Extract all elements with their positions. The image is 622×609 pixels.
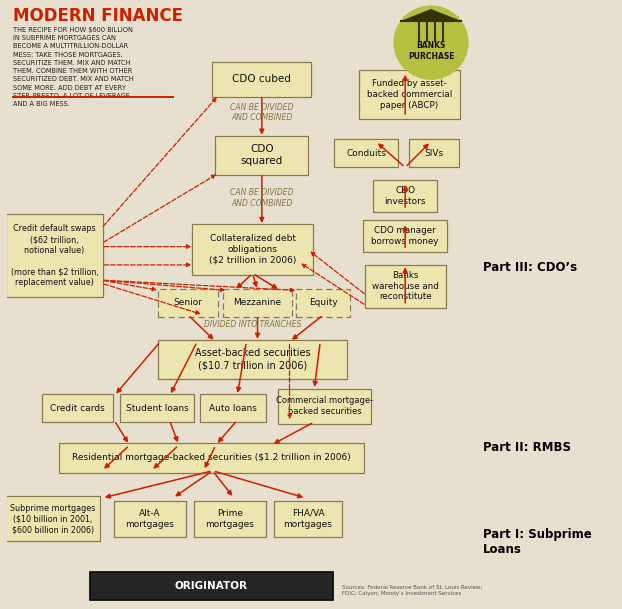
Text: Student loans: Student loans (126, 404, 188, 412)
FancyBboxPatch shape (403, 16, 458, 24)
FancyBboxPatch shape (274, 501, 342, 537)
Polygon shape (403, 10, 458, 21)
Text: Alt-A
mortgages: Alt-A mortgages (126, 509, 174, 529)
FancyBboxPatch shape (223, 289, 292, 317)
FancyBboxPatch shape (6, 496, 100, 541)
FancyBboxPatch shape (6, 214, 103, 297)
FancyBboxPatch shape (373, 180, 437, 212)
Text: CDO
investors: CDO investors (384, 186, 426, 206)
Text: Residential mortgage-backed securities ($1.2 trillion in 2006): Residential mortgage-backed securities (… (72, 454, 351, 462)
Text: Equity: Equity (309, 298, 338, 307)
Text: CAN BE DIVIDED
AND COMBINED: CAN BE DIVIDED AND COMBINED (230, 188, 294, 208)
Text: CDO
squared: CDO squared (241, 144, 283, 166)
Text: Asset-backed securities
($10.7 trillion in 2006): Asset-backed securities ($10.7 trillion … (195, 348, 310, 370)
FancyBboxPatch shape (212, 62, 312, 97)
FancyBboxPatch shape (409, 139, 458, 167)
Text: CAN BE DIVIDED
AND COMBINED: CAN BE DIVIDED AND COMBINED (230, 103, 294, 122)
Text: Part II: RMBS: Part II: RMBS (483, 441, 571, 454)
Text: Mezzanine: Mezzanine (233, 298, 282, 307)
FancyBboxPatch shape (59, 443, 364, 473)
Text: FHA/VA
mortgages: FHA/VA mortgages (284, 509, 332, 529)
Text: Collateralized debt
obligations
($2 trillion in 2006): Collateralized debt obligations ($2 tril… (209, 234, 296, 265)
Text: Banks
warehouse and
reconstitute: Banks warehouse and reconstitute (372, 271, 439, 301)
FancyBboxPatch shape (90, 572, 333, 600)
Text: CDO cubed: CDO cubed (233, 74, 291, 84)
Text: DIVIDED INTO TRANCHES: DIVIDED INTO TRANCHES (204, 320, 301, 329)
FancyBboxPatch shape (159, 340, 346, 379)
Text: Funded by asset-
backed commercial
paper (ABCP): Funded by asset- backed commercial paper… (367, 79, 452, 110)
Text: ORIGINATOR: ORIGINATOR (175, 581, 248, 591)
FancyBboxPatch shape (120, 394, 195, 422)
Text: BANKS
PURCHASE: BANKS PURCHASE (408, 41, 454, 60)
Text: Sources: Federal Reserve Bank of St. Louis Review;
FDIC; Calyon; Moody’s Investm: Sources: Federal Reserve Bank of St. Lou… (342, 585, 482, 596)
Text: CDO manager
borrows money: CDO manager borrows money (371, 227, 439, 246)
Text: Auto loans: Auto loans (209, 404, 257, 412)
Text: Conduits: Conduits (346, 149, 386, 158)
FancyBboxPatch shape (200, 394, 266, 422)
Text: Subprime mortgages
($10 billion in 2001,
$600 billion in 2006): Subprime mortgages ($10 billion in 2001,… (10, 504, 95, 534)
Text: Credit default swaps
($62 trillion,
notional value)

(more than $2 trillion,
rep: Credit default swaps ($62 trillion, noti… (11, 224, 98, 287)
FancyBboxPatch shape (335, 139, 399, 167)
FancyBboxPatch shape (296, 289, 350, 317)
Circle shape (394, 6, 468, 79)
FancyBboxPatch shape (42, 394, 113, 422)
FancyBboxPatch shape (215, 136, 309, 175)
Text: Part III: CDO’s: Part III: CDO’s (483, 261, 577, 275)
Text: MODERN FINANCE: MODERN FINANCE (12, 7, 183, 26)
FancyBboxPatch shape (192, 224, 313, 275)
Text: Prime
mortgages: Prime mortgages (205, 509, 254, 529)
FancyBboxPatch shape (114, 501, 185, 537)
FancyBboxPatch shape (364, 265, 446, 308)
FancyBboxPatch shape (194, 501, 266, 537)
Text: Commercial mortgage-
backed securities: Commercial mortgage- backed securities (276, 396, 373, 416)
FancyBboxPatch shape (278, 389, 371, 424)
Text: SIVs: SIVs (425, 149, 443, 158)
Text: Part I: Subprime
Loans: Part I: Subprime Loans (483, 528, 592, 556)
Text: THE RECIPE FOR HOW $600 BILLION
IN SUBPRIME MORTGAGES CAN
BECOME A MULTITRILLION: THE RECIPE FOR HOW $600 BILLION IN SUBPR… (12, 27, 134, 107)
Text: Senior: Senior (174, 298, 203, 307)
FancyBboxPatch shape (158, 289, 218, 317)
FancyBboxPatch shape (363, 220, 447, 252)
FancyBboxPatch shape (359, 70, 460, 119)
Text: Credit cards: Credit cards (50, 404, 104, 412)
